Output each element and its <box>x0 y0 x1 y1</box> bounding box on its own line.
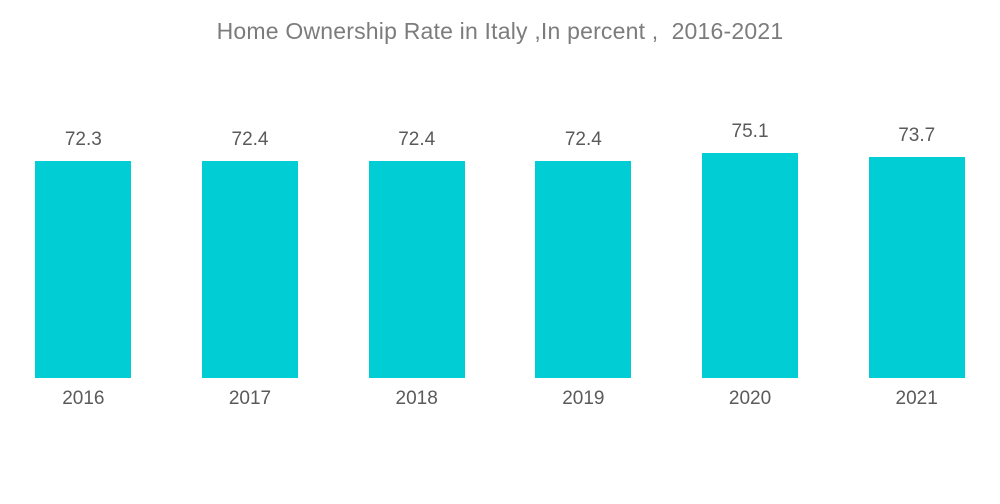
bar <box>535 160 632 378</box>
bar-column: 72.4 <box>167 0 334 378</box>
bar <box>368 160 465 378</box>
bar-value-label: 72.4 <box>231 128 269 150</box>
bar-value-label: 75.1 <box>731 120 769 142</box>
bar-value-label: 73.7 <box>898 124 936 146</box>
x-axis-tick-label: 2017 <box>228 388 272 409</box>
x-axis: 2016 2017 2018 2019 2020 2021 <box>0 378 1000 408</box>
x-axis-tick-label: 2020 <box>728 388 772 409</box>
bar-value-label: 72.4 <box>398 128 436 150</box>
bar-column: 72.4 <box>333 0 500 378</box>
bar-column: 75.1 <box>667 0 834 378</box>
bar-column: 72.4 <box>500 0 667 378</box>
x-axis-tick-label: 2021 <box>895 388 938 409</box>
bar-value-label: 72.3 <box>64 129 102 151</box>
x-axis-tick-label: 2018 <box>395 388 438 409</box>
bar <box>868 156 965 378</box>
bar-value-label: 72.4 <box>564 128 602 150</box>
bar <box>702 152 799 378</box>
bar-column: 73.7 <box>833 0 1000 378</box>
plot-area: 72.3 72.4 72.4 72.4 75.1 73.7 <box>0 0 1000 378</box>
x-axis-tick-label: 2019 <box>562 388 605 409</box>
bar <box>35 161 132 378</box>
x-axis-tick-label: 2016 <box>62 388 105 409</box>
bar-column: 72.3 <box>0 0 167 378</box>
chart-title: Home Ownership Rate in Italy ,In percent… <box>216 18 784 44</box>
bar <box>202 160 298 378</box>
